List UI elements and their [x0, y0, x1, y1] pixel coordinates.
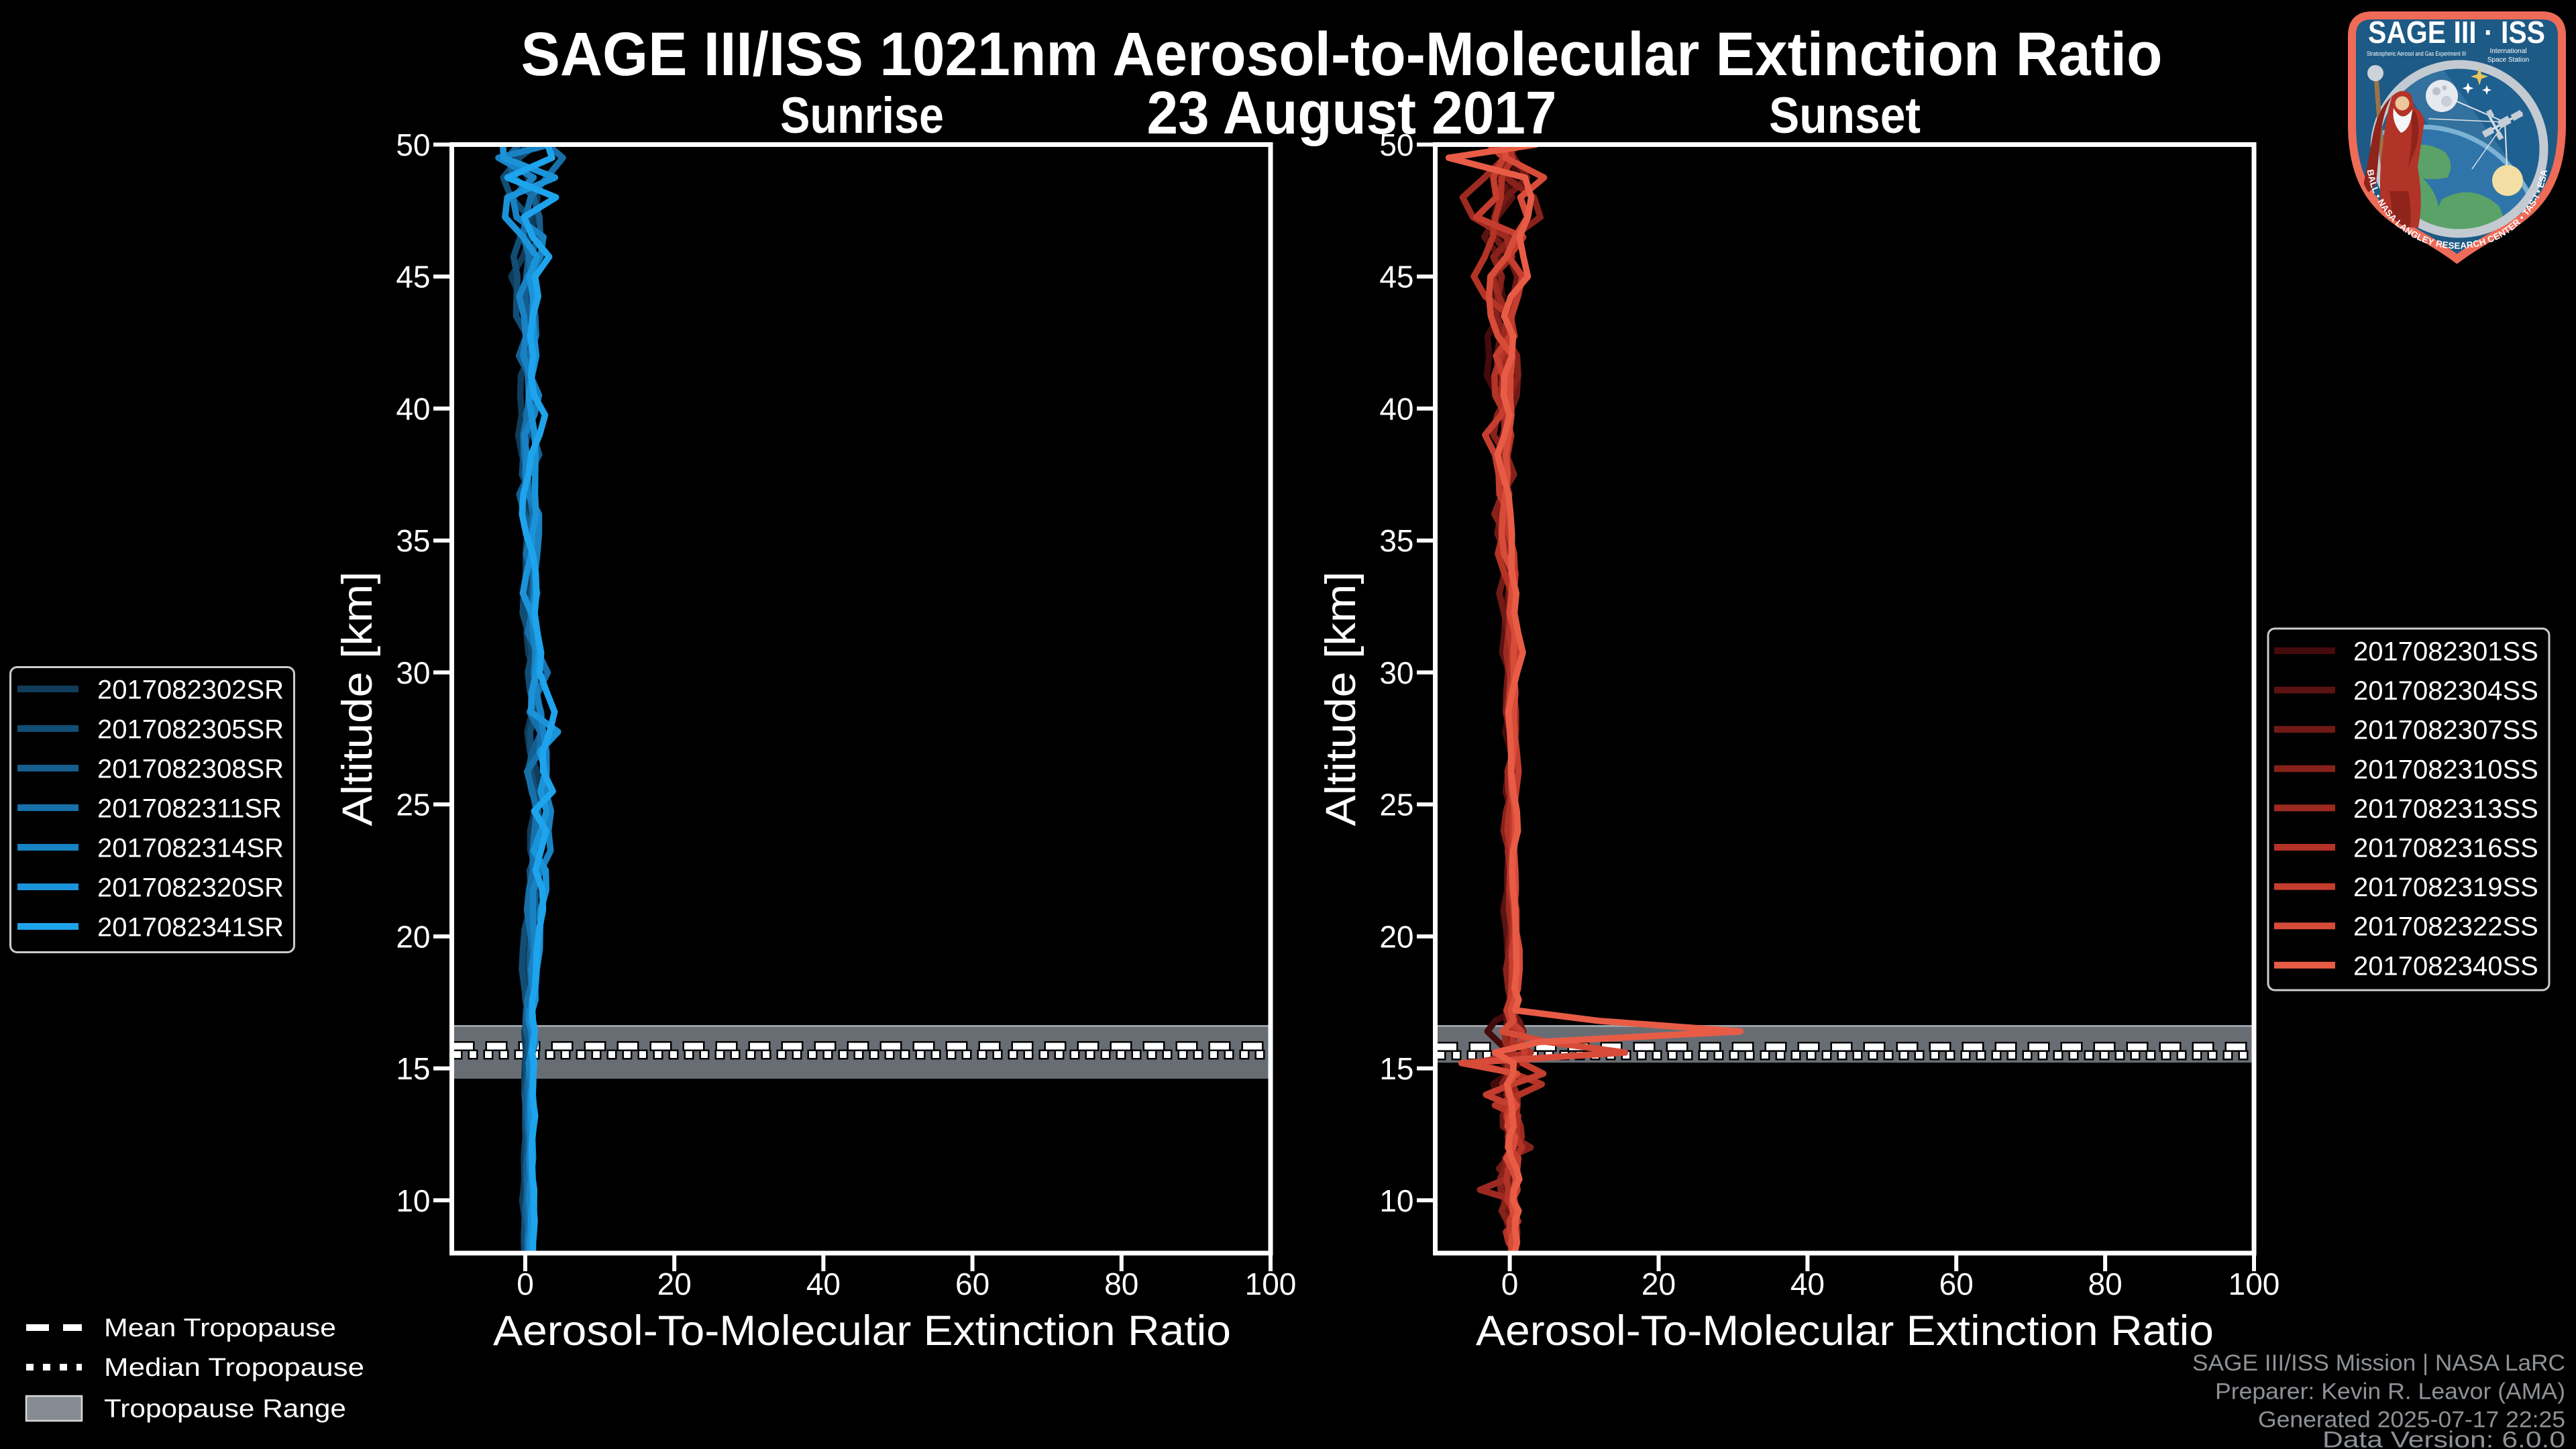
svg-text:100: 100 [2229, 1267, 2280, 1301]
svg-text:2017082308SR: 2017082308SR [97, 755, 284, 784]
svg-text:Aerosol-To-Molecular Extinctio: Aerosol-To-Molecular Extinction Ratio [1476, 1307, 2214, 1354]
svg-text:0: 0 [517, 1267, 534, 1301]
svg-text:2017082314SR: 2017082314SR [97, 834, 284, 863]
svg-text:Tropopause Range: Tropopause Range [104, 1395, 346, 1424]
svg-text:2017082304SS: 2017082304SS [2353, 676, 2538, 706]
svg-text:2017082311SR: 2017082311SR [97, 794, 282, 824]
svg-text:35: 35 [1379, 523, 1413, 558]
svg-text:2017082316SS: 2017082316SS [2353, 834, 2538, 863]
svg-text:International: International [2489, 48, 2526, 55]
svg-text:50: 50 [396, 127, 430, 162]
svg-text:20: 20 [1379, 919, 1413, 954]
svg-text:60: 60 [1939, 1267, 1974, 1301]
svg-text:SAGE III · ISS: SAGE III · ISS [2368, 15, 2545, 50]
svg-text:10: 10 [1379, 1183, 1413, 1218]
svg-text:2017082320SR: 2017082320SR [97, 873, 284, 903]
svg-text:Stratospheric Aerosol and Gas: Stratospheric Aerosol and Gas Experiment… [2367, 50, 2466, 57]
svg-text:0: 0 [1501, 1267, 1519, 1301]
svg-text:2017082319SS: 2017082319SS [2353, 873, 2538, 902]
svg-text:Space Station: Space Station [2487, 56, 2529, 64]
svg-text:25: 25 [396, 788, 430, 822]
svg-text:15: 15 [1379, 1051, 1413, 1086]
svg-text:2017082340SS: 2017082340SS [2353, 951, 2538, 981]
svg-text:100: 100 [1245, 1267, 1297, 1301]
svg-text:30: 30 [1379, 655, 1413, 690]
svg-text:2017082322SS: 2017082322SS [2353, 912, 2538, 942]
svg-text:SAGE III/ISS 1021nm Aerosol-to: SAGE III/ISS 1021nm Aerosol-to-Molecular… [521, 20, 2163, 89]
svg-text:10: 10 [396, 1183, 430, 1218]
svg-text:50: 50 [1379, 127, 1413, 162]
svg-text:25: 25 [1379, 788, 1413, 822]
svg-text:23 August 2017: 23 August 2017 [1147, 80, 1557, 147]
svg-text:40: 40 [1379, 392, 1413, 427]
svg-text:2017082302SR: 2017082302SR [97, 676, 284, 705]
svg-text:Data Version: 6.0.0: Data Version: 6.0.0 [2322, 1428, 2565, 1449]
svg-text:20: 20 [396, 919, 430, 954]
svg-text:60: 60 [955, 1267, 989, 1301]
svg-text:2017082305SR: 2017082305SR [97, 715, 284, 745]
svg-text:Preparer: Kevin R. Leavor (AMA: Preparer: Kevin R. Leavor (AMA) [2215, 1379, 2565, 1405]
svg-text:Sunrise: Sunrise [780, 87, 944, 144]
svg-text:40: 40 [806, 1267, 841, 1301]
svg-text:40: 40 [1790, 1267, 1825, 1301]
svg-text:Altitude [km]: Altitude [km] [334, 572, 381, 826]
svg-text:45: 45 [396, 260, 430, 294]
svg-text:Sunset: Sunset [1769, 87, 1921, 144]
svg-text:Mean Tropopause: Mean Tropopause [104, 1314, 336, 1342]
svg-text:2017082307SS: 2017082307SS [2353, 716, 2538, 745]
svg-text:20: 20 [657, 1267, 692, 1301]
svg-text:Aerosol-To-Molecular Extinctio: Aerosol-To-Molecular Extinction Ratio [493, 1307, 1231, 1354]
svg-text:Median Tropopause: Median Tropopause [104, 1354, 364, 1382]
svg-text:2017082313SS: 2017082313SS [2353, 794, 2538, 824]
svg-text:80: 80 [1104, 1267, 1138, 1301]
svg-text:45: 45 [1379, 260, 1413, 294]
svg-text:80: 80 [2088, 1267, 2123, 1301]
svg-text:Altitude [km]: Altitude [km] [1318, 572, 1364, 826]
svg-text:20: 20 [1642, 1267, 1676, 1301]
svg-text:40: 40 [396, 392, 430, 427]
svg-text:15: 15 [396, 1051, 430, 1086]
svg-text:35: 35 [396, 523, 430, 558]
svg-text:Generated 2025-07-17 22:25: Generated 2025-07-17 22:25 [2258, 1407, 2565, 1433]
svg-text:2017082301SS: 2017082301SS [2353, 637, 2538, 667]
svg-text:2017082341SR: 2017082341SR [97, 913, 284, 943]
svg-text:2017082310SS: 2017082310SS [2353, 755, 2538, 784]
svg-text:30: 30 [396, 655, 430, 690]
svg-text:SAGE III/ISS Mission | NASA La: SAGE III/ISS Mission | NASA LaRC [2192, 1350, 2565, 1376]
